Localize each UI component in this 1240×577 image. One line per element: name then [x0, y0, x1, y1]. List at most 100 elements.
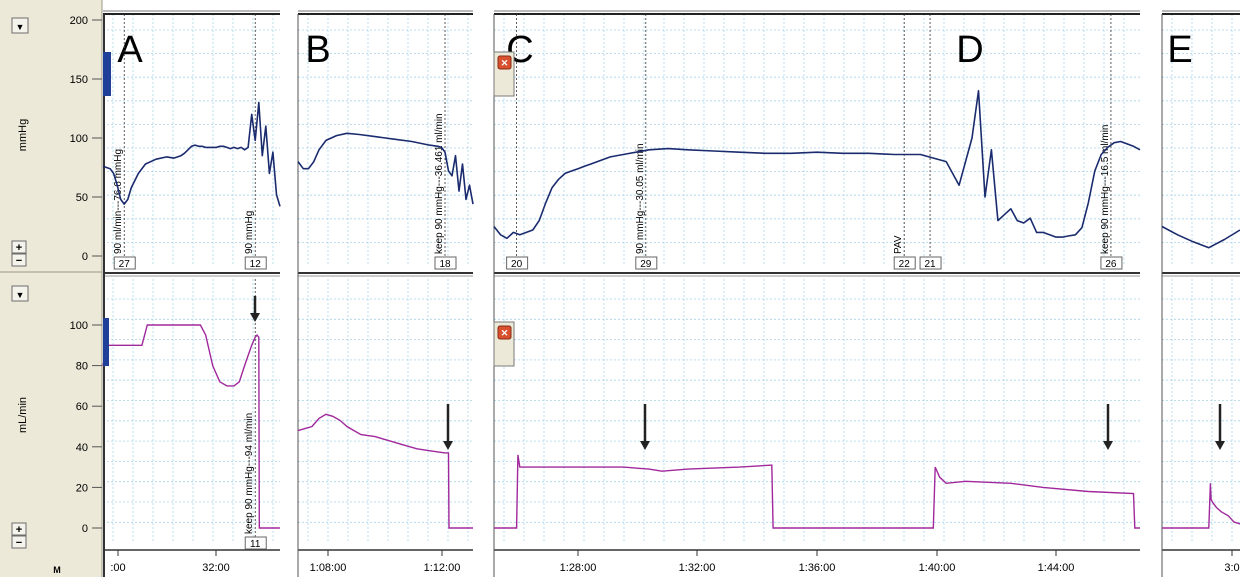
panel: :00 32:00 A 27 90 ml/min---76.6 mmHg 12 90 mmH…	[102, 10, 281, 577]
flow-series-line	[102, 324, 280, 529]
event-marker-label: 18	[439, 259, 451, 270]
x-tick-label: 1:36:00	[799, 562, 836, 574]
event-annotation: keep 90 mmHg---94 ml/min	[244, 413, 255, 534]
bottom-plot-bg	[494, 279, 1140, 542]
top-zoom-in-glyph: +	[16, 242, 22, 254]
event-marker-box	[635, 256, 658, 270]
bottom-zoom-in-button[interactable]: +	[11, 522, 27, 536]
pressure-series-line	[297, 132, 474, 205]
event-marker-label: 21	[924, 259, 936, 270]
event-marker-label: 12	[250, 259, 262, 270]
x-axis-band	[103, 551, 280, 577]
event-arrow-icon	[640, 441, 650, 450]
event-marker-label: 22	[899, 259, 911, 270]
panels-group: :00 32:00 A 27 90 ml/min---76.6 mmHg 12 90 mmH…	[102, 10, 1240, 577]
top-plot-bg	[103, 14, 280, 264]
event-marker-label: 11	[250, 539, 261, 550]
bottom-y-tick-label: 0	[82, 523, 88, 535]
top-collapse-glyph: ▼	[16, 22, 25, 32]
panel-letter: A	[117, 29, 143, 71]
top-plot-bg	[494, 14, 1140, 264]
event-marker-box	[244, 256, 267, 270]
popup-window-fragment[interactable]: ✕	[493, 51, 515, 97]
panel: 1:08:00 1:12:00 B 18 keep 90 mmHg---36.461 m…	[297, 10, 474, 577]
bottom-collapse-button[interactable]: ▼	[11, 285, 29, 302]
event-annotation: 90 mmHg---30.05 ml/min	[635, 143, 646, 254]
close-icon: ✕	[501, 328, 509, 338]
bottom-plot-bg	[298, 279, 473, 542]
bottom-y-tick-label: 60	[76, 401, 88, 413]
event-marker-label: 20	[511, 259, 523, 270]
top-y-tick-label: 150	[70, 74, 88, 86]
event-annotation: keep 90 mmHg---36.461 ml/min	[434, 113, 445, 254]
bottom-y-tick-label: 80	[76, 361, 88, 373]
popup-window-fragment[interactable]: ✕	[493, 321, 515, 367]
event-arrow-icon	[443, 441, 453, 450]
top-plot-bg	[1162, 14, 1240, 264]
flow-series-line	[297, 413, 473, 529]
event-marker-box	[434, 256, 457, 270]
bottom-plot-bg	[1162, 279, 1240, 542]
event-annotation: keep 90 mmHg---16.5 ml/min	[1100, 125, 1111, 254]
event-annotation: PAV	[893, 235, 904, 254]
x-tick-label: 1:12:00	[424, 562, 461, 574]
bottom-y-tick-label: 100	[70, 320, 88, 332]
bottom-y-tick-label: 40	[76, 442, 88, 454]
top-axis-unit-label: mmHg	[17, 119, 29, 151]
event-annotation: 90 ml/min---76.6 mmHg	[113, 149, 124, 254]
bottom-corner-label: M	[53, 565, 61, 575]
event-marker-label: 26	[1105, 259, 1117, 270]
event-marker-box	[113, 256, 136, 270]
pressure-series-line	[493, 90, 1141, 240]
event-marker-box	[893, 256, 916, 270]
bottom-collapse-glyph: ▼	[16, 290, 25, 300]
popup-close-button[interactable]	[497, 55, 512, 70]
flow-series-line	[1162, 483, 1240, 529]
grid	[103, 14, 280, 542]
window-tab-fragment[interactable]	[103, 318, 109, 366]
event-marker-box	[244, 536, 267, 550]
x-tick-label: :00	[110, 562, 125, 574]
flow-series-line	[494, 454, 1140, 529]
pressure-series-line	[1161, 225, 1240, 249]
top-collapse-button[interactable]: ▼	[11, 17, 29, 34]
x-axis-band	[298, 551, 473, 577]
top-zoom-in-button[interactable]: +	[11, 240, 27, 254]
panel-letter: E	[1167, 29, 1192, 71]
event-annotation: 90 mmHg	[244, 211, 255, 254]
panel: 3:0 E	[1161, 10, 1240, 577]
top-zoom-out-button[interactable]: −	[11, 253, 27, 267]
top-y-tick-label: 200	[70, 15, 88, 27]
bottom-zoom-in-glyph: +	[16, 524, 22, 536]
x-tick-label: 1:28:00	[560, 562, 597, 574]
event-marker-box	[1100, 256, 1123, 270]
x-tick-label: 1:40:00	[919, 562, 956, 574]
panel-letter: D	[956, 29, 983, 71]
x-tick-label: 1:44:00	[1038, 562, 1075, 574]
event-arrow-icon	[1215, 441, 1225, 450]
event-marker-label: 29	[640, 259, 652, 270]
event-arrow-icon	[250, 313, 260, 322]
top-y-tick-label: 50	[76, 192, 88, 204]
popup-close-button[interactable]	[497, 325, 512, 340]
event-arrow-icon	[1103, 441, 1113, 450]
event-marker-box	[506, 256, 529, 270]
window-tab-fragment[interactable]	[103, 52, 111, 96]
x-tick-label: 32:00	[202, 562, 230, 574]
event-marker-box	[919, 256, 942, 270]
pressure-series-line	[102, 101, 281, 207]
x-tick-label: 3:0	[1224, 562, 1239, 574]
panel: 1:28:00 1:32:00 1:36:00 1:40:00 1:44:00C D20 2…	[493, 10, 1141, 577]
bottom-zoom-out-glyph: −	[16, 537, 22, 549]
event-marker-label: 27	[119, 259, 131, 270]
bottom-zoom-out-button[interactable]: −	[11, 535, 27, 549]
bottom-axis-unit-label: mL/min	[17, 397, 29, 433]
x-tick-label: 1:32:00	[679, 562, 716, 574]
top-y-tick-label: 100	[70, 133, 88, 145]
x-tick-label: 1:08:00	[310, 562, 347, 574]
top-y-tick-label: 0	[82, 251, 88, 263]
bottom-y-tick-label: 20	[76, 482, 88, 494]
close-icon: ✕	[501, 58, 509, 68]
bottom-plot-bg	[103, 279, 280, 542]
